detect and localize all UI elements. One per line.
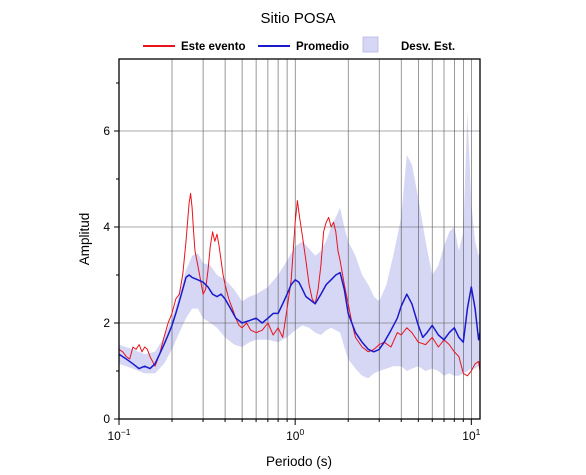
- legend-swatch-desv-est: [362, 36, 379, 53]
- x-tick-label: 100: [286, 427, 304, 443]
- y-tick-label: 0: [103, 412, 110, 426]
- x-axis-label: Periodo (s): [266, 454, 332, 469]
- legend-label-promedio: Promedio: [296, 41, 349, 53]
- grid-layer: [119, 59, 480, 419]
- std-dev-band-layer: [119, 111, 480, 379]
- y-tick-label: 6: [103, 124, 110, 138]
- series-line-promedio: [119, 271, 480, 370]
- std-dev-band: [119, 111, 480, 379]
- legend-label-este-evento: Este evento: [181, 41, 246, 53]
- legend: Este evento Promedio Desv. Est.: [143, 36, 455, 53]
- x-tick-label: 10−1: [107, 427, 130, 443]
- y-tick-label: 4: [103, 220, 110, 234]
- series-layer: [119, 192, 480, 377]
- y-tick-label: 2: [103, 316, 110, 330]
- series-line-este-evento: [119, 192, 480, 377]
- plot-frame: [118, 58, 481, 420]
- legend-label-desv-est: Desv. Est.: [401, 41, 455, 53]
- chart-title: Sitio POSA: [260, 10, 335, 27]
- x-tick-label: 101: [462, 427, 480, 443]
- y-axis-label: Amplitud: [77, 213, 92, 266]
